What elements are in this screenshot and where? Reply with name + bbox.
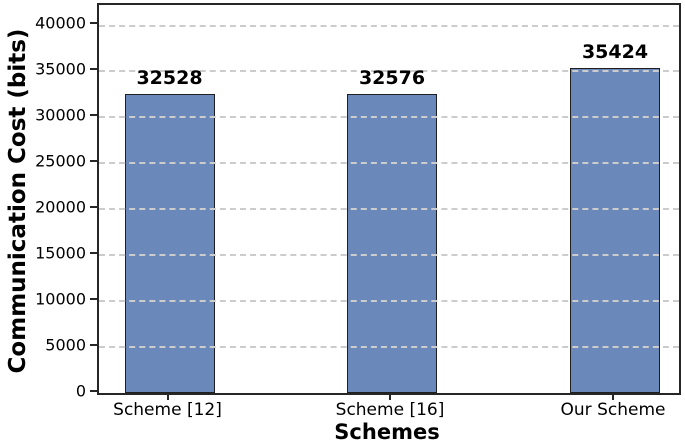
y-axis-label: Communication Cost (bits)	[5, 28, 31, 374]
y-tick-mark-10000	[90, 298, 97, 301]
y-tick-label-10000: 10000	[35, 289, 86, 309]
x-tick-mark-1	[166, 393, 169, 400]
y-tick-mark-25000	[90, 160, 97, 163]
bar-3	[570, 67, 660, 393]
x-tick-label-3: Our Scheme	[560, 400, 666, 420]
y-tick-mark-30000	[90, 114, 97, 117]
y-tick-label-5000: 5000	[45, 335, 86, 355]
gridline-35000	[99, 70, 679, 73]
y-tick-mark-0	[90, 390, 97, 392]
y-tick-label-20000: 20000	[35, 197, 86, 217]
x-tick-mark-3	[612, 393, 614, 400]
x-tick-label-1: Scheme [12]	[113, 400, 222, 420]
bar-1	[124, 94, 215, 393]
gridline-15000	[99, 254, 679, 257]
y-tick-label-25000: 25000	[35, 151, 86, 171]
gridline-10000	[99, 300, 679, 303]
x-axis-label: Schemes	[334, 420, 440, 444]
y-tick-label-15000: 15000	[35, 243, 86, 263]
gridline-5000	[99, 346, 679, 349]
y-tick-label-35000: 35000	[35, 59, 86, 79]
bar-2	[347, 93, 437, 393]
y-tick-label-0: 0	[75, 381, 86, 401]
bar-value-label-3: 35424	[581, 40, 649, 63]
gridline-40000	[99, 24, 679, 27]
y-tick-mark-20000	[90, 206, 97, 209]
bar-value-label-2: 32576	[358, 66, 426, 89]
y-tick-mark-40000	[90, 22, 97, 25]
gridline-30000	[99, 116, 679, 119]
gridline-20000	[99, 208, 679, 211]
y-tick-mark-15000	[90, 252, 97, 255]
y-tick-label-40000: 40000	[35, 13, 86, 33]
y-tick-mark-35000	[90, 68, 97, 71]
bar-value-label-1: 32528	[136, 67, 203, 90]
gridline-25000	[99, 162, 679, 165]
x-tick-mark-2	[389, 393, 391, 400]
x-tick-label-2: Scheme [16]	[335, 400, 445, 420]
y-tick-label-30000: 30000	[35, 105, 86, 125]
plot-area: 32528 32576 35424	[97, 3, 681, 395]
y-tick-mark-5000	[90, 344, 97, 347]
